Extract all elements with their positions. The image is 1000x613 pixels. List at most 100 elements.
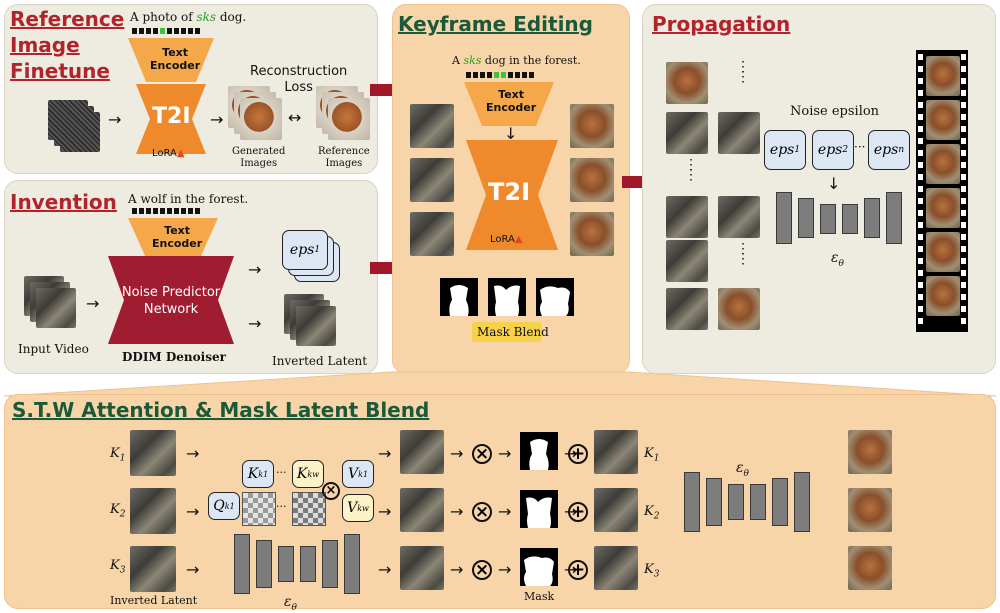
propagation-key-1 [666,62,708,104]
generated-image-3 [240,98,282,140]
attention-multiply-icon: × [322,482,340,500]
stw-final-unet-symbol: ε [736,460,744,476]
reference-prompt: A photo of sks dog. [130,10,246,24]
keyframe-prompt-pre: A [452,54,464,67]
propagation-frame-b [666,240,708,282]
v-k1-sub: k1 [358,469,369,479]
reference-encoder-label: Text Encoder [150,46,201,72]
noise-epsilon-label: Noise epsilon [790,104,880,119]
stw-unet-bar-5 [322,540,338,588]
add-icon-2: + [568,502,588,522]
stw-out-k3-text: K [644,562,654,577]
ellipsis-vertical-3: ⋮ ⋮ [736,241,750,267]
attention-matrix-1 [242,492,276,526]
keyframe-t2i-label: T2I [488,178,530,206]
stw-input-2 [130,488,176,534]
propagation-eps-1-text: eps [769,142,795,158]
add-icon-1: + [568,444,588,464]
arrow-stw-to-mult-3: → [450,560,464,579]
stw-out-k3-sub: 3 [653,569,660,580]
film-frame-6 [926,276,960,316]
stw-out-k1-sub: 1 [653,453,660,464]
network-label: Noise Predictor Network [121,285,221,317]
film-sprocket-holes [918,54,966,324]
arrow-encoder-to-t2i: ↓ [504,124,518,143]
matrix-ellipsis: ··· [276,500,287,513]
stw-out-k2-sub: 2 [653,511,660,522]
stw-final-out-3 [848,546,892,590]
v-kw-text: V [347,500,358,516]
invention-text-encoder [128,218,218,258]
add-icon-3: + [568,560,588,580]
v-kw-sub: kw [357,503,369,513]
inversion-eps-sub: 1 [314,245,321,255]
multiply-icon-1: × [472,444,492,464]
propagation-eps-n: eps n [868,130,910,170]
stw-k3-label: K3 [110,558,125,576]
propagation-title: Propagation [652,12,791,36]
propagation-eps-2: eps 2 [812,130,854,170]
ellipsis-vertical-2: ⋮ ⋮ [684,157,698,183]
propagation-eps-2-sub: 2 [842,145,849,155]
stw-k1-sub: 1 [119,453,126,464]
arrow-mult-to-mask-3: → [498,560,512,579]
prop-unet-bar-1 [776,192,792,244]
propagation-eps-1: eps 1 [764,130,806,170]
propagation-frame-e [718,196,760,238]
prop-unet-bar-4 [842,204,858,234]
arrow-network-to-eps: → [248,260,262,279]
arrow-stw-in-1: → [186,444,200,463]
stw-inverted-latent-label: Inverted Latent [110,594,198,607]
noise-image-3 [60,112,100,152]
v-k1-text: V [347,466,359,482]
arrow-stw-mid-2: → [378,502,392,521]
final-unet-bar-2 [706,478,722,526]
noise-predictor-network [108,256,234,344]
arrow-loss-bidirectional: ↔ [288,108,302,127]
stw-mask-1 [520,432,558,470]
stw-mask-2 [520,490,558,528]
arrow-mult-to-mask-2: → [498,502,512,521]
arrow-stw-to-mult-1: → [450,444,464,463]
propagation-frame-f [718,288,760,330]
propagation-key-2 [666,196,708,238]
inversion-eps-text: eps [289,242,315,258]
reference-image-3 [328,98,370,140]
keyframe-mask-2 [488,278,526,316]
arrow-stw-mid-3: → [378,560,392,579]
invention-title: Invention [10,190,117,214]
arrow-stw-in-2: → [186,502,200,521]
keyframe-prompt-post: dog in the forest. [481,54,581,67]
stw-blend-out-3 [594,546,638,590]
stw-blend-out-2 [594,488,638,532]
stw-input-1 [130,430,176,476]
invention-prompt: A wolf in the forest. [128,192,249,206]
reference-t2i-block [136,84,206,154]
keyframe-output-2 [570,158,614,202]
k-k1-sub: k1 [258,469,269,479]
input-video-frame-3 [36,288,76,328]
prop-unet-symbol: ε [831,250,839,266]
keyframe-t2i-block [466,140,558,250]
final-unet-bar-5 [772,478,788,526]
final-unet-bar-6 [794,472,810,532]
reference-t2i-label: T2I [152,104,191,129]
keyframe-prompt-token: sks [463,54,482,67]
reference-lora-label: LoRA▲ [152,148,185,159]
propagation-frame-c [666,288,708,330]
propagation-frame-a [666,112,708,154]
stw-attn-out-3 [400,546,444,590]
stw-attn-out-1 [400,430,444,474]
prop-unet-bar-5 [864,198,880,238]
stw-input-3 [130,546,176,592]
stw-mask-3 [520,548,558,586]
stw-unet-bar-2 [256,540,272,588]
propagation-eps-n-sub: n [898,145,905,155]
stw-out-k1-text: K [644,446,654,461]
invention-token-strip [132,208,200,214]
keyframe-input-3 [410,212,454,256]
